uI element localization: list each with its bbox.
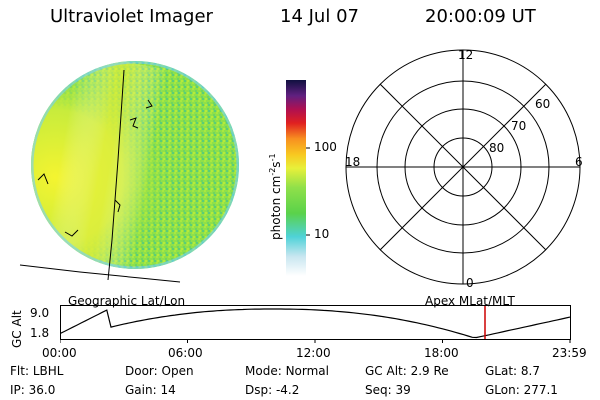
timeline-xtick-2359: 23:59: [552, 346, 587, 360]
info-ip: IP: 36.0: [10, 383, 55, 397]
info-value: 39: [395, 383, 411, 397]
info-value: 2.9 Re: [410, 364, 449, 378]
info-flt: Flt: LBHL: [10, 364, 63, 378]
timeline-y-label: GC Alt: [10, 310, 24, 348]
info-value: 8.7: [520, 364, 540, 378]
colorbar: [286, 80, 310, 276]
instrument-title: Ultraviolet Imager: [50, 6, 213, 27]
info-label: Gain:: [125, 383, 161, 397]
mlt-label-18: 18: [345, 155, 361, 169]
uv-image-disk: [19, 61, 239, 283]
date-label: 14 Jul 07: [280, 6, 359, 27]
info-value: Normal: [285, 364, 329, 378]
colorbar-tick-10: 10: [314, 227, 330, 241]
timeline-ytick-1-8: 1.8: [30, 326, 50, 340]
info-value: 36.0: [28, 383, 56, 397]
lat-label-60: 60: [535, 97, 551, 111]
timeline-ytick-9: 9.0: [30, 306, 50, 320]
timeline-xtick-0000: 00:00: [42, 346, 77, 360]
info-dsp: Dsp: -4.2: [245, 383, 299, 397]
info-gain: Gain: 14: [125, 383, 176, 397]
timeline-xtick-1200: 12:00: [296, 346, 331, 360]
info-label: GLon:: [485, 383, 524, 397]
timeline-xtick-0600: 06:00: [168, 346, 203, 360]
mlt-label-6: 6: [575, 155, 583, 169]
info-mode: Mode: Normal: [245, 364, 329, 378]
info-label: Dsp:: [245, 383, 276, 397]
info-value: Open: [161, 364, 194, 378]
info-label: GC Alt:: [365, 364, 411, 378]
time-label: 20:00:09 UT: [425, 6, 536, 27]
mlt-label-12: 12: [458, 48, 474, 62]
info-label: IP:: [10, 383, 29, 397]
timeline-right-caption: Apex MLat/MLT: [425, 294, 515, 308]
info-gcalt: GC Alt: 2.9 Re: [365, 364, 449, 378]
info-seq: Seq: 39: [365, 383, 411, 397]
lat-label-70: 70: [511, 119, 527, 133]
colorbar-label: photon cm-2s-1: [268, 153, 283, 240]
info-label: Flt:: [10, 364, 33, 378]
info-label: Mode:: [245, 364, 286, 378]
mlt-label-0: 0: [466, 276, 474, 290]
polar-grid: [345, 49, 581, 285]
colorbar-tick-100: 100: [314, 140, 337, 154]
info-door: Door: Open: [125, 364, 194, 378]
info-value: 277.1: [523, 383, 558, 397]
info-label: Seq:: [365, 383, 396, 397]
info-glon: GLon: 277.1: [485, 383, 558, 397]
info-value: LBHL: [32, 364, 64, 378]
timeline-xtick-1800: 18:00: [424, 346, 459, 360]
info-value: -4.2: [275, 383, 300, 397]
info-label: Door:: [125, 364, 162, 378]
timeline-left-caption: Geographic Lat/Lon: [68, 294, 186, 308]
lat-label-80: 80: [489, 141, 505, 155]
info-value: 14: [160, 383, 176, 397]
colorbar-gradient: [286, 80, 306, 276]
altitude-timeline: [60, 305, 571, 343]
info-glat: GLat: 8.7: [485, 364, 540, 378]
info-label: GLat:: [485, 364, 521, 378]
